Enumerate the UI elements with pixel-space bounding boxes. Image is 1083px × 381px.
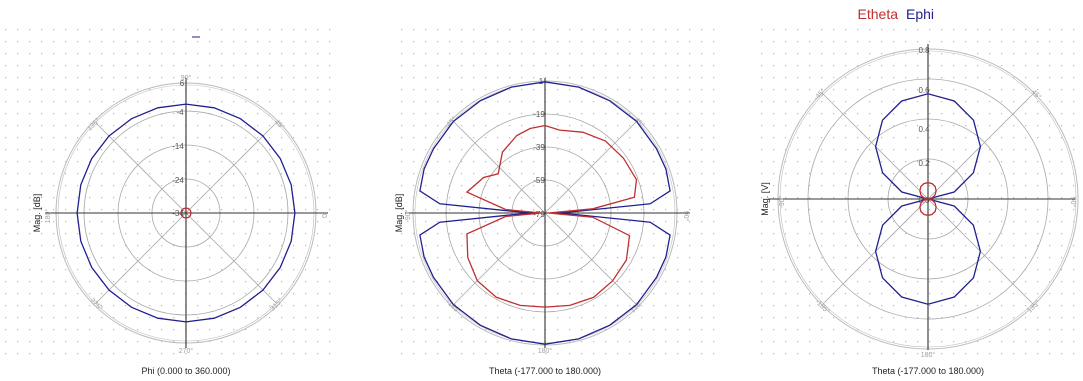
y-axis-label: Mag. [V] (760, 182, 770, 216)
legend-etheta: Etheta (858, 6, 899, 22)
radial-tick-label: 6 (180, 79, 185, 88)
x-axis-label: Theta (-177.000 to 180.000) (489, 366, 601, 376)
angle-label: 90° (1069, 197, 1077, 208)
radial-tick-label: -79 (533, 210, 545, 219)
angle-label: 180° (44, 209, 52, 224)
angle-label: 270° (179, 347, 194, 355)
radial-tick-label: -59 (533, 176, 545, 185)
radial-tick-label: -14 (172, 142, 184, 151)
grid-spokes (405, 78, 690, 348)
x-axis-label: Phi (0.000 to 360.000) (141, 366, 230, 376)
angle-label: 90° (181, 74, 192, 82)
dot-grid-bg-1 (4, 22, 338, 358)
radial-tick-label: 1 (539, 77, 544, 86)
radial-tick-label: -24 (172, 176, 184, 185)
angle-label: 90° (682, 211, 690, 222)
radial-tick-label: 0.4 (918, 125, 930, 134)
radial-tick-label: 0.2 (918, 159, 930, 168)
y-axis-label: Mag. [dB] (32, 194, 42, 233)
radial-tick-label: -34 (172, 209, 184, 218)
x-axis-label: Theta (-177.000 to 180.000) (872, 366, 984, 376)
polar-chart-theta-db: 180° 90° -90° 135° 45° -135° -45° 1 -19 … (394, 77, 690, 376)
radial-tick-label: -4 (176, 108, 184, 117)
radial-tick-label: -19 (533, 110, 545, 119)
radial-tick-label: -39 (533, 143, 545, 152)
grid-spokes (45, 78, 328, 348)
angle-label: 180° (921, 351, 936, 359)
angle-label: -90° (778, 195, 786, 208)
y-axis-label: Mag. [dB] (394, 194, 404, 233)
radial-tick-label: 0.6 (918, 86, 930, 95)
radial-tick-label: 0.8 (918, 46, 930, 55)
series-line-2 (919, 181, 937, 217)
series-line-2 (180, 207, 192, 219)
polar-chart-theta-linear: 180° 90° -90° 135° 45° -135° -45° 0.8 0.… (760, 44, 1079, 376)
legend-ephi: Ephi (906, 6, 934, 22)
series-line-2 (465, 124, 638, 308)
angle-label: -90° (404, 209, 412, 222)
series-line-1 (76, 103, 296, 323)
angle-label: 0 (320, 214, 327, 218)
angle-label: 180° (538, 347, 553, 355)
